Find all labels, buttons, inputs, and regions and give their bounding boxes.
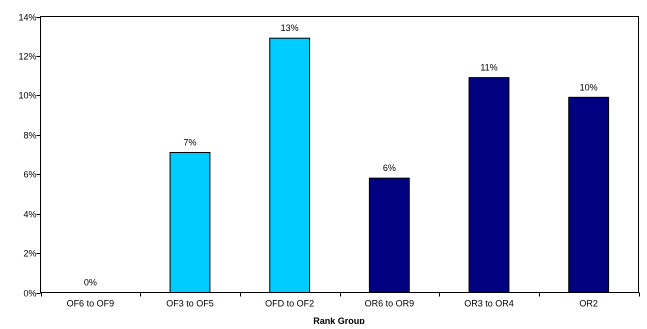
- x-tick-label: OR3 to OR4: [464, 299, 514, 309]
- bar: [468, 77, 510, 293]
- bar: [368, 177, 410, 294]
- y-tick-label: 12%: [18, 52, 36, 62]
- y-tick-label: 6%: [23, 170, 36, 180]
- plot-area: [40, 16, 639, 293]
- x-axis: OF6 to OF9 OF3 to OF5 OFD to OF2 OR6 to OR9…: [41, 292, 640, 309]
- bar: [269, 37, 311, 293]
- bar: [169, 152, 211, 293]
- x-tick-label: OR6 to OR9: [365, 299, 415, 309]
- x-tick-label: OF3 to OF5: [166, 299, 214, 309]
- x-tick-label: OR2: [579, 299, 598, 309]
- data-labels: 0% 7% 13% 6% 11% 10%: [84, 23, 598, 287]
- data-label: 10%: [580, 82, 598, 92]
- x-tick-label: OFD to OF2: [265, 299, 314, 309]
- y-tick-label: 10%: [18, 91, 36, 101]
- data-label: 6%: [383, 163, 396, 173]
- data-label: 11%: [480, 63, 497, 73]
- data-label: 7%: [183, 138, 196, 148]
- data-label: 0%: [84, 278, 97, 288]
- x-tick-label: OF6 to OF9: [67, 299, 115, 309]
- bar: [568, 96, 610, 294]
- x-axis-title: Rank Group: [313, 316, 365, 324]
- data-label: 13%: [281, 23, 299, 33]
- y-tick-label: 2%: [23, 249, 36, 259]
- y-tick-label: 4%: [23, 210, 36, 220]
- y-tick-label: 14%: [18, 13, 36, 23]
- y-tick-label: 0%: [23, 289, 36, 299]
- bar-series: [169, 37, 610, 294]
- y-axis: 0% 2% 4% 6% 8% 10% 12% 14%: [18, 13, 41, 299]
- y-tick-label: 8%: [23, 131, 36, 141]
